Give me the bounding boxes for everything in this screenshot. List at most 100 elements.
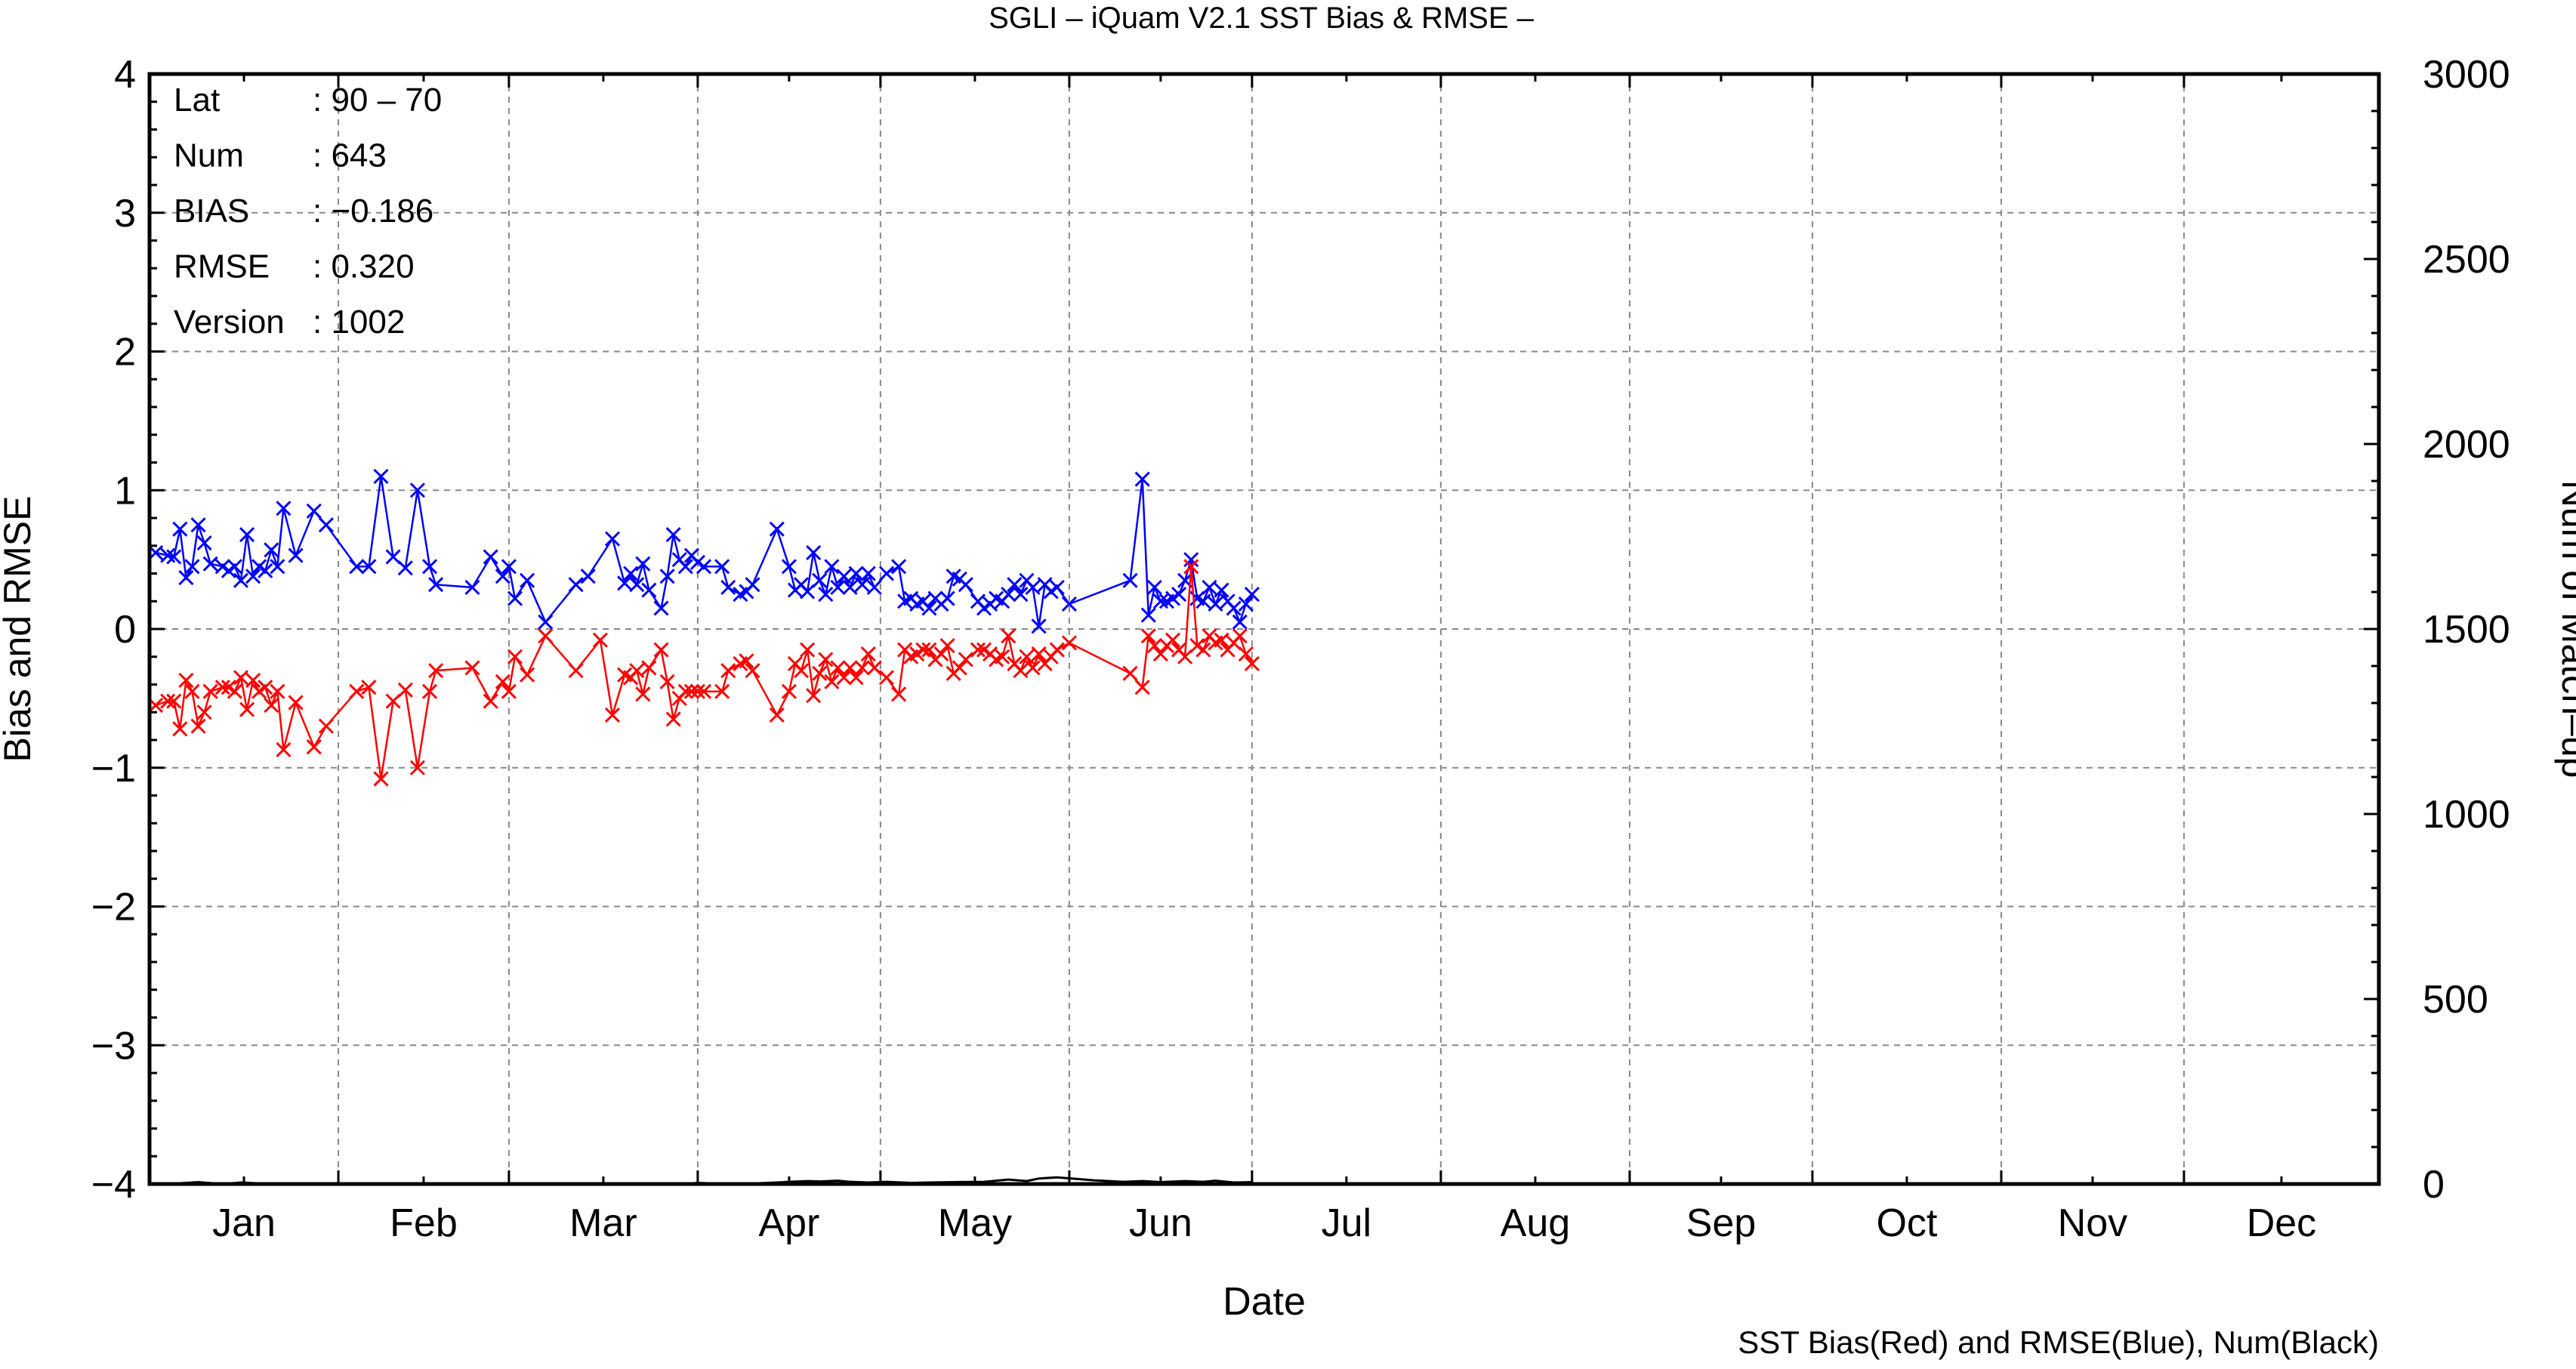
series-point-marker [464, 660, 480, 676]
series-point-marker [714, 559, 730, 575]
left-tick-label: 0 [114, 608, 136, 652]
series-point-marker [635, 686, 651, 702]
series-point-marker [604, 531, 621, 547]
series-point-marker [891, 559, 907, 575]
series-point-marker [520, 572, 535, 588]
y-axis-left-label: Bias and RMSE [0, 496, 39, 763]
series-point-marker [1140, 607, 1156, 623]
series-point-marker [184, 559, 200, 575]
series-point-marker [1244, 587, 1260, 603]
stats-key: Version [174, 304, 285, 341]
series-point-marker [373, 468, 389, 484]
series-point-marker [812, 665, 828, 681]
series-point-marker [800, 642, 816, 658]
series-point-marker [568, 663, 584, 679]
series-point-marker [361, 559, 377, 575]
series-point-marker [520, 667, 535, 683]
series-point-marker [239, 526, 255, 543]
series-point-marker [629, 577, 645, 593]
series-point-marker [806, 544, 822, 560]
series-point-marker [891, 686, 907, 702]
series-point-marker [172, 721, 188, 737]
series-point-marker [1214, 582, 1229, 598]
series-point-marker [1152, 594, 1168, 609]
stats-value: : −0.186 [313, 193, 433, 230]
series-point-marker [623, 566, 639, 581]
left-tick-label: −1 [91, 747, 136, 791]
series-point-marker [507, 649, 523, 664]
series-point-marker [1061, 596, 1077, 612]
series-point-marker [653, 600, 669, 616]
legend-footer: SST Bias(Red) and RMSE(Blue), Num(Black) [1738, 1324, 2379, 1360]
stats-value: : 90 – 70 [313, 82, 442, 119]
series-point-marker [665, 711, 681, 727]
series-point-marker [860, 646, 876, 662]
grid-lines [150, 74, 2379, 1184]
left-tick-label: −3 [91, 1024, 136, 1068]
month-label: Jan [212, 1201, 276, 1245]
series-point-marker [421, 683, 438, 699]
series-point-marker [397, 682, 413, 698]
series-point-marker [1208, 596, 1223, 612]
series-point-marker [1134, 680, 1150, 695]
series-point-marker [824, 559, 840, 575]
series-point-marker [245, 569, 261, 584]
series-point-marker [696, 683, 712, 699]
left-tick-label: −4 [91, 1163, 136, 1207]
series-point-marker [848, 670, 864, 686]
series-point-marker [233, 572, 249, 588]
right-tick-label: 1500 [2423, 608, 2510, 652]
series-point-marker [1214, 632, 1229, 648]
series-point-marker [836, 569, 852, 584]
series-point-marker [373, 771, 389, 787]
right-tick-label: 2000 [2423, 423, 2510, 467]
series-point-marker [1025, 660, 1041, 676]
series-point-marker [659, 569, 675, 584]
series-point-marker [483, 693, 498, 709]
series-point-marker [1025, 579, 1041, 595]
series-point-marker [306, 739, 322, 755]
series-point-marker [1001, 628, 1017, 644]
left-tick-label: 3 [114, 192, 136, 236]
series-point-marker [288, 695, 304, 711]
series-point-marker [818, 652, 834, 668]
series-point-marker [568, 577, 584, 593]
series-point-marker [409, 483, 425, 498]
right-tick-label: 3000 [2423, 53, 2510, 97]
series-point-marker [385, 693, 401, 709]
stats-key: BIAS [174, 193, 249, 230]
series-point-marker [696, 559, 712, 575]
series-point-marker [172, 521, 188, 537]
series-point-marker [970, 642, 986, 658]
series-0 [148, 468, 1260, 634]
left-tick-label: 4 [114, 53, 136, 97]
series-point-marker [641, 582, 657, 598]
series-point-marker [683, 683, 699, 699]
series-point-marker [196, 705, 212, 720]
series-point-marker [214, 680, 230, 695]
chart-title: SGLI – iQuam V2.1 SST Bias & RMSE – [989, 2, 1535, 35]
series-point-marker [483, 549, 498, 565]
series-point-marker [793, 663, 810, 679]
series-point-marker [538, 614, 554, 630]
series-point-marker [842, 660, 858, 676]
stats-key: Num [174, 137, 244, 174]
series-point-marker [1165, 632, 1181, 648]
series-point-marker [288, 547, 304, 563]
series-point-marker [1007, 577, 1023, 593]
series-point-marker [860, 566, 876, 581]
series-point-marker [878, 566, 894, 581]
series-point-marker [1195, 594, 1211, 609]
series-point-marker [428, 577, 444, 593]
series-point-marker [178, 569, 194, 586]
series-point-marker [276, 742, 292, 757]
series-point-marker [190, 517, 206, 533]
month-label: May [938, 1201, 1012, 1245]
series-point-marker [1226, 600, 1242, 616]
right-axis-tick-labels: 3000 2500 2000 1500 1000 500 0 [2423, 53, 2510, 1207]
series-point-marker [258, 563, 273, 578]
series-point-marker [306, 503, 322, 519]
series-point-marker [501, 559, 517, 575]
right-tick-label: 1000 [2423, 793, 2510, 837]
series-point-marker [233, 670, 249, 686]
